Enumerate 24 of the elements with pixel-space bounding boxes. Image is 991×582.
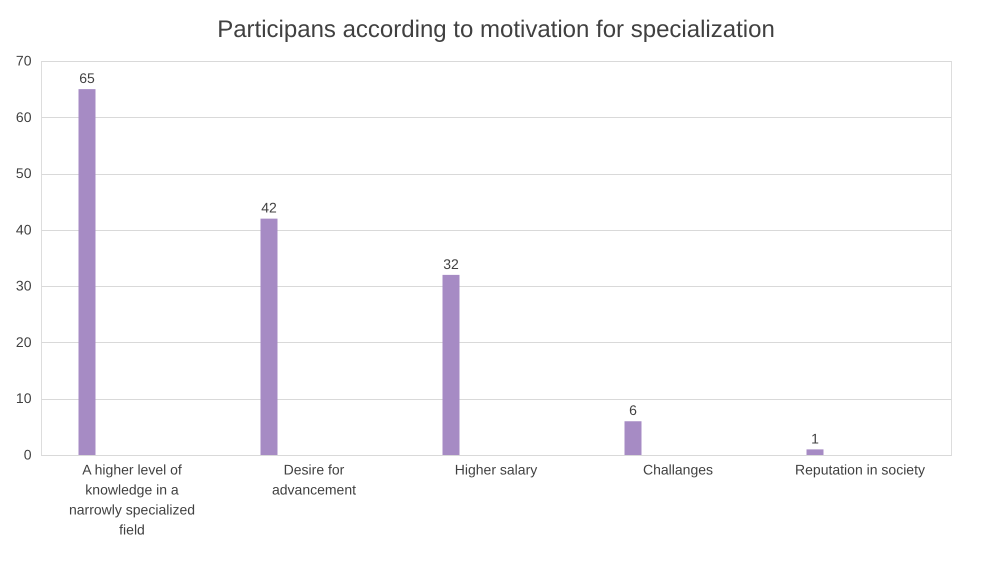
x-tick-label: Desire for advancement bbox=[272, 462, 356, 498]
bar bbox=[442, 274, 460, 455]
x-tick-label: Challanges bbox=[642, 462, 714, 478]
x-tick-label: A higher level of knowledge in a narrowly specialized field bbox=[68, 462, 196, 538]
y-tick-label: 30 bbox=[16, 278, 32, 294]
y-tick-label: 40 bbox=[16, 221, 32, 238]
y-tick-label: 50 bbox=[16, 165, 32, 182]
bar bbox=[806, 449, 824, 455]
data-label: 65 bbox=[79, 70, 95, 86]
bar bbox=[624, 421, 642, 455]
y-tick-label: 20 bbox=[16, 334, 32, 350]
y-tick-label: 70 bbox=[16, 52, 32, 68]
x-tick-label: Higher salary bbox=[454, 462, 538, 478]
data-label: 42 bbox=[261, 200, 277, 216]
y-tick-label: 10 bbox=[16, 390, 32, 406]
bar bbox=[78, 89, 96, 455]
data-label: 32 bbox=[443, 256, 459, 272]
chart-title: Participans according to motivation for specialization bbox=[217, 16, 775, 43]
data-label: 1 bbox=[811, 430, 820, 446]
y-tick-label: 0 bbox=[24, 446, 32, 462]
bar bbox=[260, 218, 278, 455]
y-tick-label: 60 bbox=[16, 108, 32, 125]
data-label: 6 bbox=[629, 402, 638, 418]
x-tick-label: Reputation in society bbox=[795, 462, 925, 478]
